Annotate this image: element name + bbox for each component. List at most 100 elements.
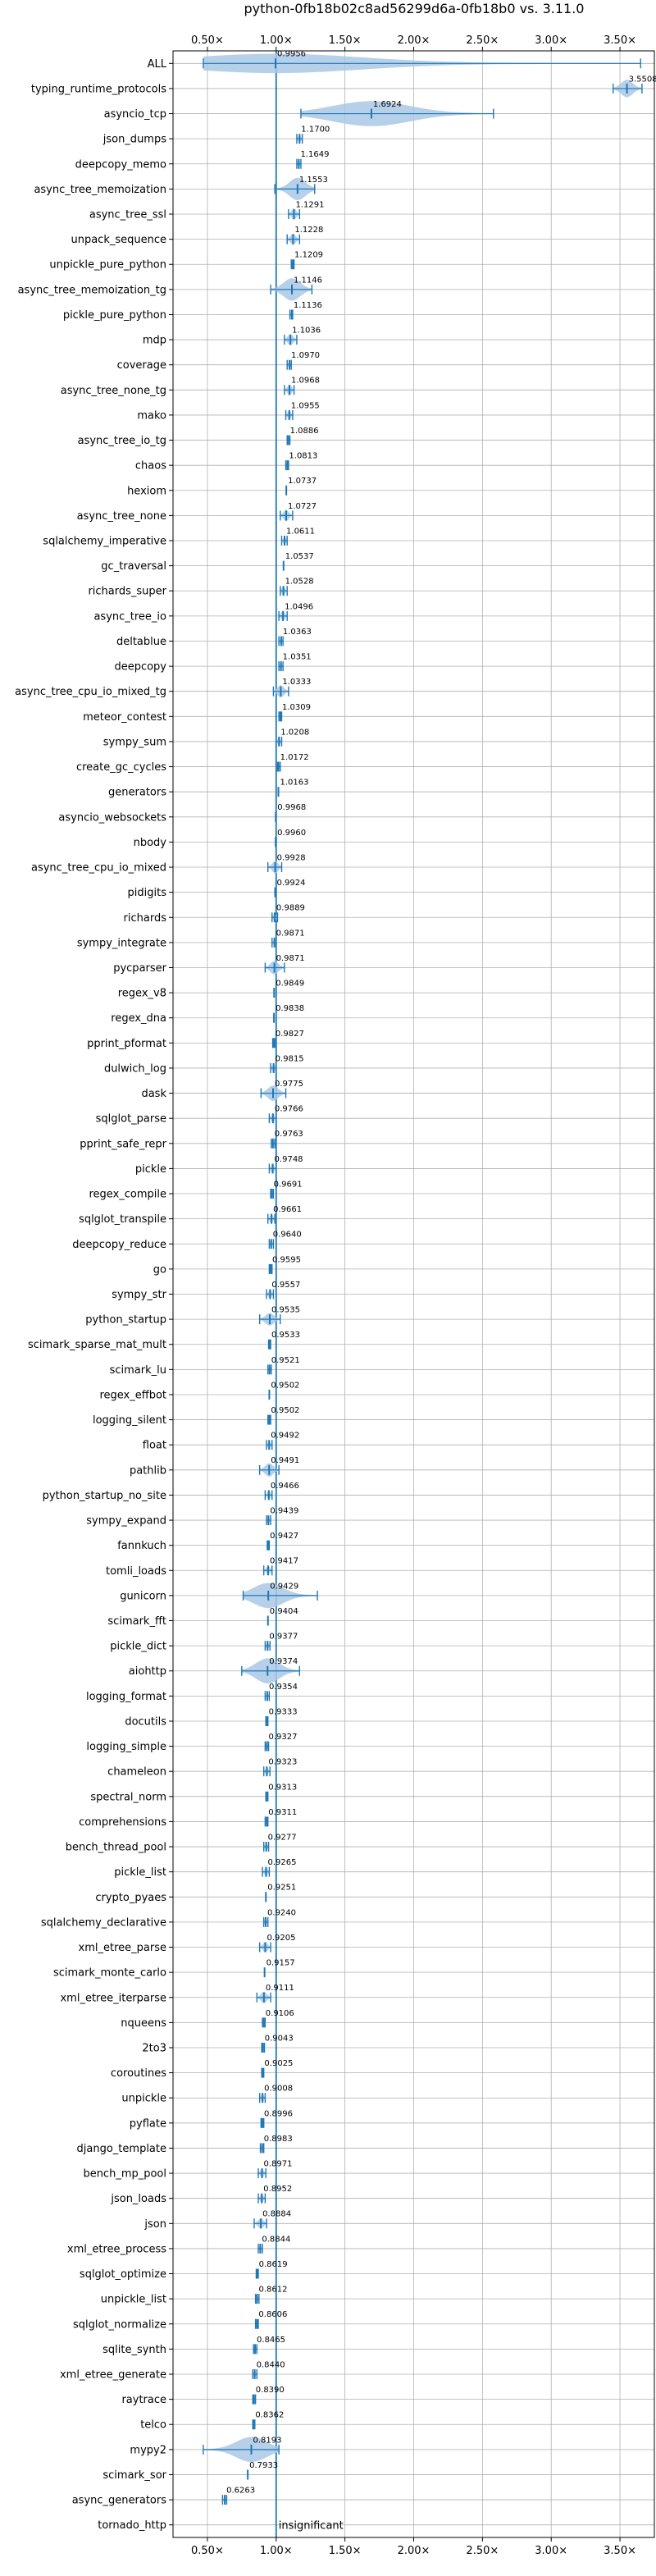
category-label: go [153, 1263, 166, 1276]
value-label: 0.9968 [277, 803, 306, 812]
value-label: 0.9924 [277, 879, 306, 888]
category-label: sqlalchemy_imperative [43, 536, 166, 548]
value-label: 0.9889 [276, 904, 305, 913]
category-label: async_tree_none_tg [61, 385, 166, 397]
category-label: sqlglot_parse [96, 1113, 166, 1126]
value-label: 1.1291 [295, 200, 324, 209]
value-label: 0.8884 [262, 2210, 291, 2219]
value-label: 0.9491 [271, 1456, 299, 1465]
value-label: 1.0208 [280, 728, 309, 737]
category-label: logging_silent [93, 1414, 166, 1427]
category-label: mypy2 [130, 2444, 166, 2456]
category-label: gunicorn [120, 1590, 166, 1602]
category-label: unpack_sequence [71, 234, 166, 246]
category-label: asyncio_tcp [104, 108, 166, 121]
value-label: 0.7933 [249, 2461, 278, 2470]
value-label: 1.0970 [291, 351, 320, 360]
category-label: xml_etree_generate [60, 2368, 166, 2381]
category-label: raytrace [121, 2394, 166, 2406]
category-label: nbody [134, 837, 167, 849]
category-label: tornado_http [98, 2519, 166, 2532]
value-label: 1.0163 [280, 779, 309, 788]
category-label: scimark_monte_carlo [53, 1967, 166, 1980]
category-label: async_tree_cpu_io_mixed_tg [15, 686, 166, 698]
category-label: regex_v8 [118, 988, 166, 1000]
category-label: regex_dna [111, 1012, 166, 1025]
value-label: 0.6263 [226, 2487, 255, 2496]
category-label: django_template [77, 2143, 166, 2155]
x-tick-label-top: 3.50× [604, 34, 636, 47]
category-label: meteor_contest [83, 711, 166, 724]
category-label: sympy_integrate [77, 937, 166, 949]
value-label: 1.1136 [294, 301, 322, 310]
x-tick-label-bottom: 2.00× [398, 2545, 430, 2557]
value-label: 1.0309 [282, 703, 311, 712]
x-tick-label-top: 2.00× [398, 34, 430, 47]
category-label: python_startup_no_site [43, 1490, 166, 1502]
category-label: async_tree_io [93, 610, 166, 623]
category-label: pprint_safe_repr [80, 1138, 166, 1150]
value-label: 0.9775 [275, 1080, 303, 1089]
category-label: async_tree_ssl [89, 209, 166, 222]
category-label: tomli_loads [106, 1565, 166, 1578]
x-tick-label-top: 1.50× [329, 34, 362, 47]
category-label: ALL [148, 58, 167, 71]
value-label: 0.9928 [277, 853, 306, 862]
category-label: regex_effbot [99, 1389, 166, 1401]
category-label: sqlite_synth [102, 2344, 166, 2356]
category-label: generators [108, 787, 166, 799]
category-label: xml_etree_iterparse [60, 1992, 166, 2004]
value-label: 0.8971 [264, 2159, 293, 2168]
value-label: 0.9960 [277, 829, 306, 838]
category-labels: ALL typing_runtime_protocols asyncio_tcpjs… [15, 58, 167, 2532]
value-label: 0.9557 [271, 1281, 300, 1290]
category-label: pidigits [128, 887, 167, 899]
category-label: async_generators [72, 2495, 167, 2507]
value-label: 1.0333 [282, 678, 311, 687]
value-label: 0.9748 [275, 1155, 303, 1164]
value-label: 1.6924 [373, 100, 402, 109]
value-label: 0.9043 [265, 2034, 294, 2043]
value-label: 0.9333 [269, 1707, 298, 1716]
value-label: 0.8362 [255, 2411, 284, 2420]
category-label: pickle [135, 1163, 166, 1176]
x-tick-label-bottom: 3.50× [604, 2545, 636, 2557]
category-label: hexiom [127, 485, 166, 497]
category-label: crypto_pyaes [95, 1892, 166, 1904]
category-label: json_dumps [102, 134, 166, 146]
category-label: nqueens [121, 2017, 166, 2030]
value-label: 1.0955 [291, 401, 320, 410]
category-label: deepcopy [114, 661, 166, 674]
category-label: regex_compile [89, 1189, 166, 1201]
category-label: async_tree_memoization [34, 184, 166, 196]
value-label: 0.9956 [277, 50, 306, 59]
category-label: deepcopy_memo [75, 158, 166, 171]
value-label: 1.0727 [288, 502, 317, 511]
value-label: 0.9205 [266, 1934, 295, 1943]
x-tick-label-top: 1.00× [260, 34, 293, 47]
category-label: chameleon [107, 1766, 166, 1779]
value-label: 0.8619 [259, 2260, 288, 2269]
value-label: 0.9466 [271, 1482, 299, 1491]
value-label: 1.0351 [283, 653, 312, 662]
category-label: unpickle [121, 2093, 166, 2105]
category-label: pickle_pure_python [63, 309, 166, 322]
value-label: 0.9265 [267, 1858, 296, 1867]
category-label: richards [124, 912, 167, 925]
value-label: 1.1209 [294, 251, 323, 260]
category-label: dulwich_log [104, 1062, 166, 1075]
value-label: 0.8996 [264, 2109, 293, 2118]
value-label: 0.8844 [262, 2235, 290, 2244]
category-label: coroutines [111, 2067, 166, 2080]
category-label: chaos [135, 460, 166, 473]
value-label: 0.9439 [270, 1506, 298, 1515]
category-label: async_tree_memoization_tg [18, 284, 166, 296]
value-label: 1.0172 [280, 753, 309, 762]
category-label: scimark_lu [110, 1364, 166, 1377]
category-label: pycparser [113, 962, 166, 975]
value-label: 1.0611 [286, 527, 315, 536]
category-label: python_startup [85, 1314, 166, 1327]
category-label: fannkuch [117, 1540, 166, 1552]
value-label: 0.9502 [271, 1381, 299, 1390]
value-label: 1.1649 [300, 150, 329, 159]
